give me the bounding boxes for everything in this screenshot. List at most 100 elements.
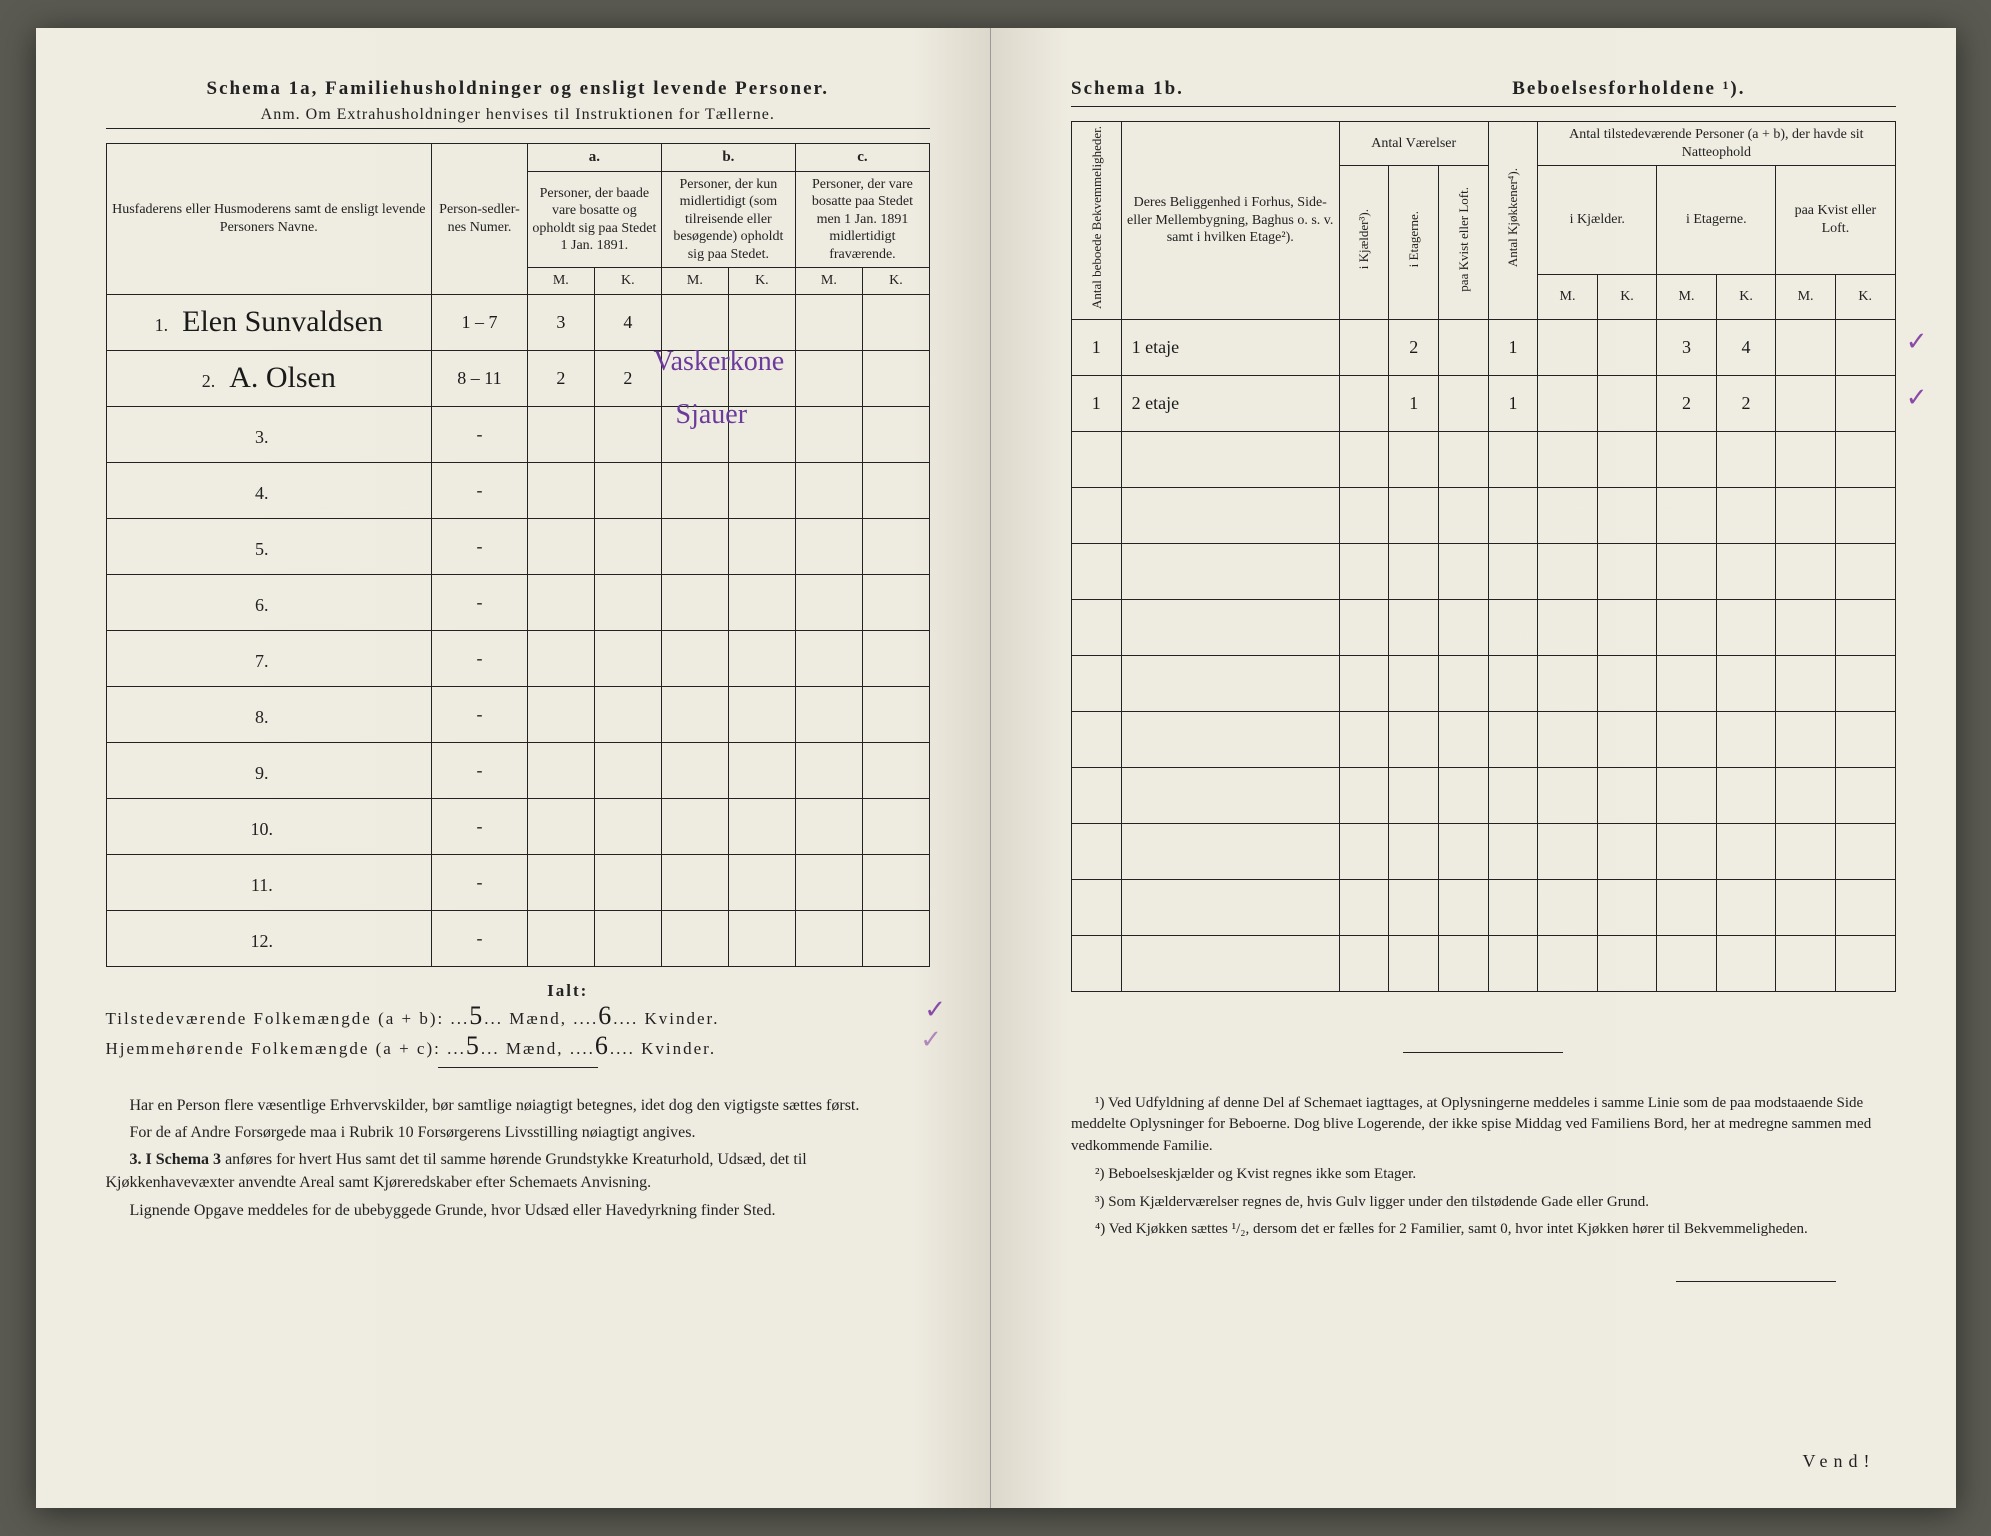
cell-nKvK	[1835, 767, 1895, 823]
hdr-et: i Etagerne.	[1389, 166, 1439, 320]
foot-p1: Har en Person flere væsentlige Erhvervsk…	[106, 1094, 931, 1117]
cell-bM	[661, 686, 728, 742]
cell-kj	[1339, 711, 1389, 767]
cell-et: 2	[1389, 319, 1439, 375]
cell-aK	[594, 854, 661, 910]
row-name-cell: 7.	[106, 630, 432, 686]
cell-nKvM	[1776, 823, 1836, 879]
table-row: 2.A. Olsen8 – 1122	[106, 350, 930, 406]
row-name-cell: 1.Elen Sunvaldsen	[106, 294, 432, 350]
cell-nKvM	[1776, 375, 1836, 431]
cell-kjok	[1488, 879, 1538, 935]
row-name-cell: 10.	[106, 798, 432, 854]
cell-cM	[795, 742, 862, 798]
cell-kj	[1339, 935, 1389, 991]
table-row	[1072, 935, 1896, 991]
cell-kv	[1439, 431, 1489, 487]
table-row: 1.Elen Sunvaldsen1 – 734	[106, 294, 930, 350]
cell-bK	[728, 462, 795, 518]
cell-aM	[527, 854, 594, 910]
cell-nKjM	[1538, 375, 1598, 431]
row-name-cell: 4.	[106, 462, 432, 518]
annotation-occupation-2: Sjauer	[676, 399, 748, 431]
cell-nEtK	[1716, 543, 1776, 599]
cell-kv	[1439, 711, 1489, 767]
hdr-natt: Antal tilstedeværende Personer (a + b), …	[1538, 122, 1895, 166]
cell-aM	[527, 574, 594, 630]
cell-cK	[862, 294, 929, 350]
cell-kv	[1439, 375, 1489, 431]
cell-nKvK	[1835, 935, 1895, 991]
hdr-belig: Deres Beliggenhed i Forhus, Side- eller …	[1121, 122, 1339, 320]
cell-nKjK	[1597, 599, 1657, 655]
hdr-m: M.	[527, 268, 594, 295]
right-title-r: Beboelsesforholdene ¹).	[1512, 78, 1745, 100]
row-pnr: 8 – 11	[432, 350, 528, 406]
row-pnr: -	[432, 630, 528, 686]
hdr-names: Husfaderens eller Husmoderens samt de en…	[106, 144, 432, 295]
cell-nEtM	[1657, 599, 1717, 655]
table-row: 10.-	[106, 798, 930, 854]
row-pnr: -	[432, 686, 528, 742]
table-row	[1072, 711, 1896, 767]
cell-kv	[1439, 935, 1489, 991]
cell-nEtM	[1657, 879, 1717, 935]
cell-nKjK	[1597, 879, 1657, 935]
cell-nKjM	[1538, 543, 1598, 599]
cell-aM	[527, 518, 594, 574]
cell-nEtM	[1657, 711, 1717, 767]
cell-bK	[728, 294, 795, 350]
cell-nEtM	[1657, 487, 1717, 543]
cell-belig: 1 etaje	[1121, 319, 1339, 375]
cell-nEtK: 2	[1716, 375, 1776, 431]
cell-kj	[1339, 487, 1389, 543]
cell-aM: 2	[527, 350, 594, 406]
row-name-cell: 8.	[106, 686, 432, 742]
table-row: 6.-	[106, 574, 930, 630]
table-row	[1072, 487, 1896, 543]
hdr-numer: Person-sedler-nes Numer.	[432, 144, 528, 295]
cell-cK	[862, 406, 929, 462]
cell-kjok	[1488, 711, 1538, 767]
cell-kv	[1439, 655, 1489, 711]
cell-bekv	[1072, 599, 1122, 655]
cell-cM	[795, 854, 862, 910]
cell-nEtM: 2	[1657, 375, 1717, 431]
cell-belig	[1121, 655, 1339, 711]
cell-kv	[1439, 767, 1489, 823]
total-ac-k: 6	[595, 1031, 610, 1060]
right-title-row: Schema 1b. Beboelsesforholdene ¹).	[1071, 78, 1896, 100]
cell-kv	[1439, 599, 1489, 655]
hdr-natt-kv: paa Kvist eller Loft.	[1776, 166, 1895, 275]
row-name-cell: 3.	[106, 406, 432, 462]
cell-nKjM	[1538, 711, 1598, 767]
cell-kjok	[1488, 655, 1538, 711]
cell-nKjM	[1538, 655, 1598, 711]
cell-et	[1389, 823, 1439, 879]
cell-bK	[728, 518, 795, 574]
cell-aM	[527, 630, 594, 686]
cell-cM	[795, 406, 862, 462]
cell-belig	[1121, 543, 1339, 599]
cell-nKvK	[1835, 319, 1895, 375]
cell-nKvM	[1776, 935, 1836, 991]
cell-aK	[594, 518, 661, 574]
cell-cM	[795, 294, 862, 350]
cell-kj	[1339, 655, 1389, 711]
cell-nEtK	[1716, 767, 1776, 823]
cell-aM	[527, 686, 594, 742]
cell-aK	[594, 910, 661, 966]
total-ab-k: 6	[598, 1001, 613, 1030]
hdr-natt-et: i Etagerne.	[1657, 166, 1776, 275]
cell-kjok	[1488, 487, 1538, 543]
cell-kjok	[1488, 935, 1538, 991]
cell-aK	[594, 462, 661, 518]
cell-aM: 3	[527, 294, 594, 350]
cell-et	[1389, 879, 1439, 935]
cell-nEtM	[1657, 935, 1717, 991]
cell-nKjK	[1597, 711, 1657, 767]
cell-nEtM	[1657, 823, 1717, 879]
cell-kv	[1439, 879, 1489, 935]
cell-bekv	[1072, 767, 1122, 823]
cell-aK	[594, 686, 661, 742]
